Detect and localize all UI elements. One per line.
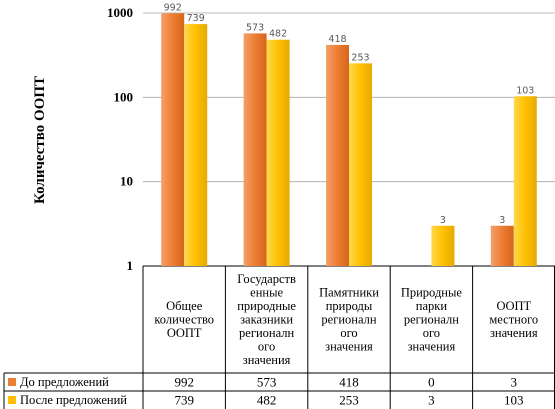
y-tick-label: 100 — [114, 89, 134, 104]
bar — [490, 225, 514, 266]
bars — [161, 13, 537, 267]
data-label: 418 — [328, 34, 346, 45]
bar — [326, 44, 349, 267]
table-cell: 3 — [511, 375, 518, 390]
y-axis-label: Количество ООПТ — [32, 76, 48, 204]
bar — [184, 24, 208, 266]
table-cell: 739 — [174, 393, 194, 408]
bar — [349, 63, 372, 266]
category-label: Памятники природы регионалн ого значения — [319, 286, 379, 354]
data-label: 482 — [269, 29, 287, 40]
table-cell: 573 — [257, 375, 277, 390]
data-labels: 992 573 418 3 739 482 253 3 103 — [164, 2, 535, 225]
table-cell: 482 — [257, 393, 277, 408]
table-cell: 103 — [504, 393, 524, 408]
legend-label: До предложений — [20, 375, 109, 389]
category-label: Природные парки регионалн ого значения — [401, 286, 463, 354]
y-tick-label: 1 — [127, 258, 134, 273]
y-tick-label: 10 — [120, 174, 133, 189]
bar — [431, 225, 455, 266]
category-label: ООПТ местного значения — [489, 299, 538, 340]
data-label: 3 — [499, 215, 505, 226]
y-axis-ticks: 1 10 100 1000 — [107, 5, 133, 273]
legend-swatch — [8, 396, 16, 404]
data-table: Общее количество ООПТ Государств енные природ… — [3, 266, 555, 409]
table-cell: 418 — [339, 375, 359, 390]
bar — [243, 33, 267, 266]
data-label: 573 — [246, 22, 264, 33]
table-cell: 253 — [339, 393, 359, 408]
data-label: 3 — [440, 215, 446, 226]
data-label: 253 — [351, 52, 369, 63]
table-cell: 0 — [428, 375, 435, 390]
table-cell: 3 — [428, 393, 435, 408]
bar — [161, 13, 185, 266]
data-label: 103 — [516, 85, 534, 96]
data-label: 739 — [187, 13, 205, 24]
legend-swatch — [8, 378, 16, 386]
category-label: Общее количество ООПТ — [154, 299, 214, 340]
category-label: Государств енные природные заказники региона… — [237, 272, 296, 367]
y-tick-label: 1000 — [107, 5, 133, 20]
table-cell: 992 — [174, 375, 194, 390]
bar — [513, 96, 537, 266]
data-label: 992 — [164, 2, 182, 13]
legend-label: После предложений — [20, 393, 127, 407]
bar — [266, 39, 290, 266]
